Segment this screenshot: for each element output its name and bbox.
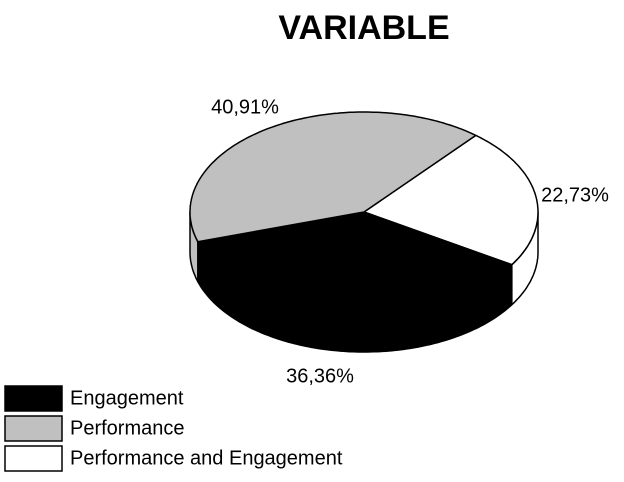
- value-label: 36,36%: [286, 365, 354, 387]
- legend-swatch: [4, 385, 63, 412]
- value-label: 40,91%: [211, 96, 279, 118]
- slice: [189, 111, 478, 243]
- legend-label: Performance: [70, 417, 185, 439]
- slice: [362, 134, 539, 266]
- legend-label: Engagement: [70, 387, 184, 409]
- legend-label: Performance and Engagement: [70, 447, 343, 469]
- legend-swatch: [4, 445, 63, 472]
- chart-title: VARIABLE: [278, 9, 449, 47]
- legend-swatch: [4, 415, 63, 442]
- slice: [196, 211, 514, 313]
- value-label: 22,73%: [541, 184, 609, 206]
